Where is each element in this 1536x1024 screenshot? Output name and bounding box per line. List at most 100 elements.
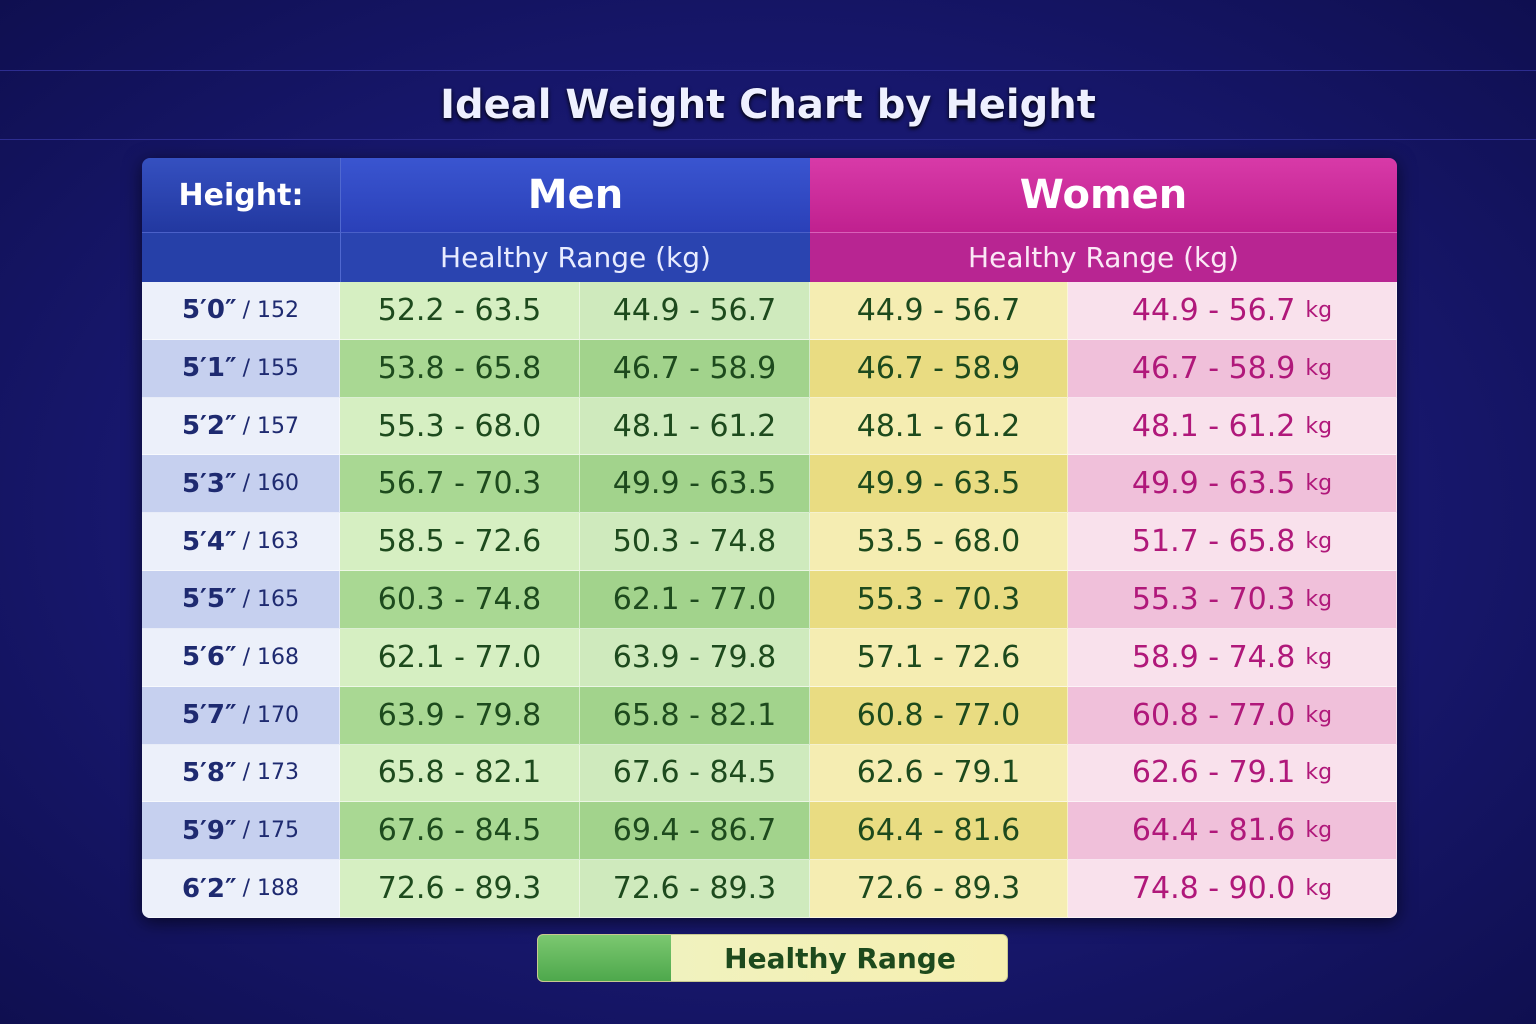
height-cm: / 165 xyxy=(242,586,300,612)
unit: kg xyxy=(1305,586,1333,612)
height-cell: 6′2″/ 188 xyxy=(142,860,340,918)
weight-range: 46.7 - 58.9 xyxy=(856,350,1021,386)
weight-range: 64.4 - 81.6 xyxy=(1131,813,1296,849)
height-cm: / 175 xyxy=(242,818,300,844)
range-cell: 67.6 - 84.5 xyxy=(580,744,810,803)
height-ft: 5′9″ xyxy=(181,815,237,846)
weight-range: 72.6 - 89.3 xyxy=(856,871,1021,907)
range-cell: 62.6 - 79.1 xyxy=(810,744,1068,803)
weight-range: 62.6 - 79.1 xyxy=(1131,755,1296,791)
weight-range: 52.2 - 63.5 xyxy=(377,292,542,328)
range-cell: 60.8 - 77.0 kg xyxy=(1068,686,1397,745)
height-cm: / 170 xyxy=(242,702,300,728)
range-cell: 56.7 - 70.3 xyxy=(340,455,580,514)
weight-range: 62.1 - 77.0 xyxy=(612,581,777,617)
weight-range: 53.8 - 65.8 xyxy=(377,350,542,386)
range-cell: 72.6 - 89.3 xyxy=(810,860,1068,918)
range-cell: 60.3 - 74.8 xyxy=(340,571,580,629)
weight-range: 58.5 - 72.6 xyxy=(377,524,542,560)
weight-range: 44.9 - 56.7 xyxy=(856,292,1021,328)
range-cell: 67.6 - 84.5 xyxy=(340,802,580,861)
range-cell: 57.1 - 72.6 xyxy=(810,628,1068,687)
range-cell: 55.3 - 68.0 xyxy=(340,397,580,456)
range-cell: 62.6 - 79.1 kg xyxy=(1068,744,1397,803)
range-cell: 44.9 - 56.7 xyxy=(810,282,1068,340)
weight-range: 63.9 - 79.8 xyxy=(377,697,542,733)
range-cell: 48.1 - 61.2 xyxy=(580,397,810,456)
height-cell: 5′8″/ 173 xyxy=(142,744,340,803)
height-cell: 5′2″/ 157 xyxy=(142,397,340,456)
height-cm: / 160 xyxy=(242,471,300,497)
weight-range: 44.9 - 56.7 xyxy=(1131,292,1296,328)
weight-range: 62.6 - 79.1 xyxy=(856,755,1021,791)
height-cell: 5′4″/ 163 xyxy=(142,513,340,572)
height-ft: 5′4″ xyxy=(181,526,237,557)
height-cell: 5′0″/ 152 xyxy=(142,282,340,340)
range-cell: 46.7 - 58.9 kg xyxy=(1068,339,1397,398)
height-ft: 6′2″ xyxy=(181,873,237,904)
height-subheader xyxy=(142,232,340,282)
height-header: Height: xyxy=(142,158,340,232)
range-cell: 64.4 - 81.6 xyxy=(810,802,1068,861)
height-ft: 5′6″ xyxy=(181,642,237,673)
weight-range: 49.9 - 63.5 xyxy=(856,466,1021,502)
height-cm: / 155 xyxy=(242,355,300,381)
range-cell: 72.6 - 89.3 xyxy=(580,860,810,918)
range-cell: 46.7 - 58.9 xyxy=(810,339,1068,398)
weight-range: 55.3 - 68.0 xyxy=(377,408,542,444)
unit: kg xyxy=(1305,876,1333,902)
weight-range: 58.9 - 74.8 xyxy=(1131,639,1296,675)
weight-range: 74.8 - 90.0 xyxy=(1131,871,1296,907)
title: Ideal Weight Chart by Height xyxy=(0,70,1536,140)
unit: kg xyxy=(1305,760,1333,786)
height-cell: 5′6″/ 168 xyxy=(142,628,340,687)
height-cm: / 168 xyxy=(242,644,300,670)
range-cell: 58.5 - 72.6 xyxy=(340,513,580,572)
unit: kg xyxy=(1305,355,1333,381)
weight-range: 44.9 - 56.7 xyxy=(612,292,777,328)
height-cell: 5′3″/ 160 xyxy=(142,455,340,514)
unit: kg xyxy=(1305,297,1333,323)
weight-range: 56.7 - 70.3 xyxy=(377,466,542,502)
range-cell: 51.7 - 65.8 kg xyxy=(1068,513,1397,572)
weight-range: 46.7 - 58.9 xyxy=(1131,350,1296,386)
unit: kg xyxy=(1305,529,1333,555)
range-cell: 55.3 - 70.3 kg xyxy=(1068,571,1397,629)
women-subheader: Healthy Range (kg) xyxy=(810,232,1397,282)
height-cm: / 188 xyxy=(242,876,300,902)
range-cell: 63.9 - 79.8 xyxy=(340,686,580,745)
legend-label: Healthy Range xyxy=(724,941,956,975)
range-cell: 50.3 - 74.8 xyxy=(580,513,810,572)
weight-range: 60.8 - 77.0 xyxy=(1131,697,1296,733)
range-cell: 62.1 - 77.0 xyxy=(580,571,810,629)
range-cell: 46.7 - 58.9 xyxy=(580,339,810,398)
legend-swatch xyxy=(538,935,671,981)
weight-range: 49.9 - 63.5 xyxy=(1131,466,1296,502)
weight-table: Height: Men Healthy Range (kg) Women Hea… xyxy=(142,158,1397,918)
height-cm: / 157 xyxy=(242,413,300,439)
height-cm: / 163 xyxy=(242,529,300,555)
weight-range: 55.3 - 70.3 xyxy=(856,581,1021,617)
weight-range: 50.3 - 74.8 xyxy=(612,524,777,560)
unit: kg xyxy=(1305,413,1333,439)
range-cell: 72.6 - 89.3 xyxy=(340,860,580,918)
range-cell: 63.9 - 79.8 xyxy=(580,628,810,687)
height-cell: 5′1″/ 155 xyxy=(142,339,340,398)
range-cell: 74.8 - 90.0 kg xyxy=(1068,860,1397,918)
range-cell: 49.9 - 63.5 xyxy=(810,455,1068,514)
weight-range: 67.6 - 84.5 xyxy=(377,813,542,849)
men-subheader: Healthy Range (kg) xyxy=(340,232,810,282)
height-cell: 5′7″/ 170 xyxy=(142,686,340,745)
men-header: Men xyxy=(340,158,810,232)
range-cell: 55.3 - 70.3 xyxy=(810,571,1068,629)
weight-range: 69.4 - 86.7 xyxy=(612,813,777,849)
unit: kg xyxy=(1305,644,1333,670)
range-cell: 49.9 - 63.5 kg xyxy=(1068,455,1397,514)
range-cell: 58.9 - 74.8 kg xyxy=(1068,628,1397,687)
range-cell: 52.2 - 63.5 xyxy=(340,282,580,340)
weight-range: 65.8 - 82.1 xyxy=(377,755,542,791)
legend: Healthy Range xyxy=(537,934,1008,982)
range-cell: 65.8 - 82.1 xyxy=(580,686,810,745)
weight-range: 55.3 - 70.3 xyxy=(1131,581,1296,617)
